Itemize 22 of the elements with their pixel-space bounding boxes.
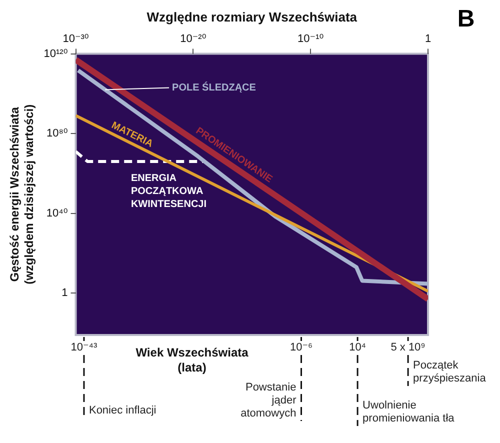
y-tick-label: 10⁴⁰ xyxy=(46,207,68,220)
x-axis-title: Względne rozmiary Wszechświata xyxy=(146,9,358,24)
text: Wiek Wszechświata (lata) xyxy=(136,345,249,374)
x-tick-label: 10⁻³⁰ xyxy=(62,33,90,46)
y-tick-label: 10⁸⁰ xyxy=(46,128,68,140)
ref-line-label: Powstanie jąder atomowych xyxy=(240,382,297,420)
text: 10⁻⁴³ xyxy=(70,342,98,354)
text: POLE ŚLEDZĄCE xyxy=(172,81,256,94)
ref-line-label: Uwolnienie promieniowania tła xyxy=(362,400,456,425)
x-tick-label: 1 xyxy=(424,33,432,46)
ref-line-label: Koniec inflacji xyxy=(88,404,156,417)
y-tick-label: 10¹²⁰ xyxy=(44,48,68,60)
series-label: ENERGIA POCZĄTKOWA KWINTESENCJI xyxy=(130,173,207,210)
text: B xyxy=(457,6,475,33)
y-axis-title: Gęstość energii Wszechświata (względem dzisiejszej wartości) xyxy=(8,104,36,284)
x-tick-label: 10⁻²⁰ xyxy=(180,33,207,46)
text: 10⁴ xyxy=(349,342,366,354)
ref-line-label: Początek przyśpieszania xyxy=(413,360,487,385)
y-tick-label: 1 xyxy=(62,287,68,300)
text: 10⁻⁶ xyxy=(290,342,313,354)
x-tick-label: 10⁻¹⁰ xyxy=(298,33,324,46)
text: 5 x 10⁹ xyxy=(390,342,426,354)
